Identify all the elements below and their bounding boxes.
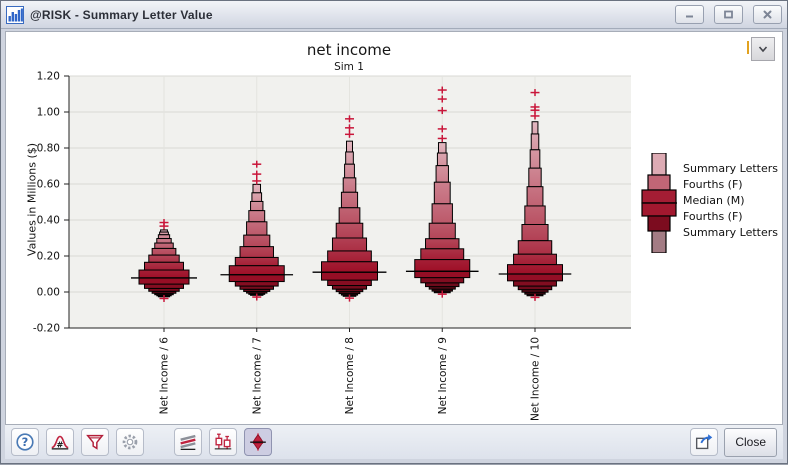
gear-icon	[122, 434, 138, 450]
help-icon: ?	[16, 433, 34, 451]
letter-value-plot-button[interactable]	[244, 428, 272, 456]
close-button[interactable]: Close	[724, 427, 777, 457]
y-axis-label: Values in Millions ($)	[25, 142, 39, 257]
maximize-button[interactable]	[714, 5, 743, 24]
window-title: @RISK - Summary Letter Value	[30, 7, 213, 22]
svg-text:#: #	[57, 440, 64, 450]
filter-icon	[86, 434, 104, 450]
title-bar: @RISK - Summary Letter Value	[1, 1, 787, 29]
settings-button[interactable]	[116, 428, 144, 456]
box-plot-icon	[214, 433, 232, 450]
minimize-button[interactable]	[675, 5, 704, 24]
legend-glyph	[641, 153, 677, 253]
chart-title: net income	[306, 41, 392, 59]
maximize-icon	[724, 10, 733, 19]
legend-item-summary-letters-lower: Summary Letters	[683, 226, 779, 239]
export-icon	[696, 434, 713, 450]
chart-options-dropdown[interactable]	[751, 37, 775, 61]
distribution-format-button[interactable]: #	[46, 428, 74, 456]
chart-subtitle: Sim 1	[334, 61, 364, 73]
letter-value-plot-icon	[250, 433, 266, 451]
toolbar-right-group: Close	[690, 427, 777, 457]
legend-item-median: Median (M)	[683, 194, 745, 207]
svg-text:?: ?	[22, 435, 29, 449]
bottom-toolbar: ? #	[5, 425, 783, 459]
legend-item-fourths-upper: Fourths (F)	[683, 178, 743, 191]
close-window-button[interactable]	[753, 5, 782, 24]
filter-button[interactable]	[81, 428, 109, 456]
export-button[interactable]	[690, 428, 719, 456]
help-button[interactable]: ?	[11, 428, 39, 456]
app-icon	[6, 5, 24, 24]
chevron-down-icon	[758, 46, 768, 53]
minimize-icon	[686, 15, 693, 18]
overlay-style-icon	[180, 434, 196, 450]
legend-item-summary-letters-upper: Summary Letters	[683, 162, 779, 175]
dropdown-accent	[747, 41, 749, 54]
close-icon	[763, 10, 772, 19]
distribution-format-icon: #	[51, 435, 69, 450]
overlay-style-button[interactable]	[174, 428, 202, 456]
box-plot-button[interactable]	[209, 428, 237, 456]
legend-item-fourths-lower: Fourths (F)	[683, 210, 743, 223]
